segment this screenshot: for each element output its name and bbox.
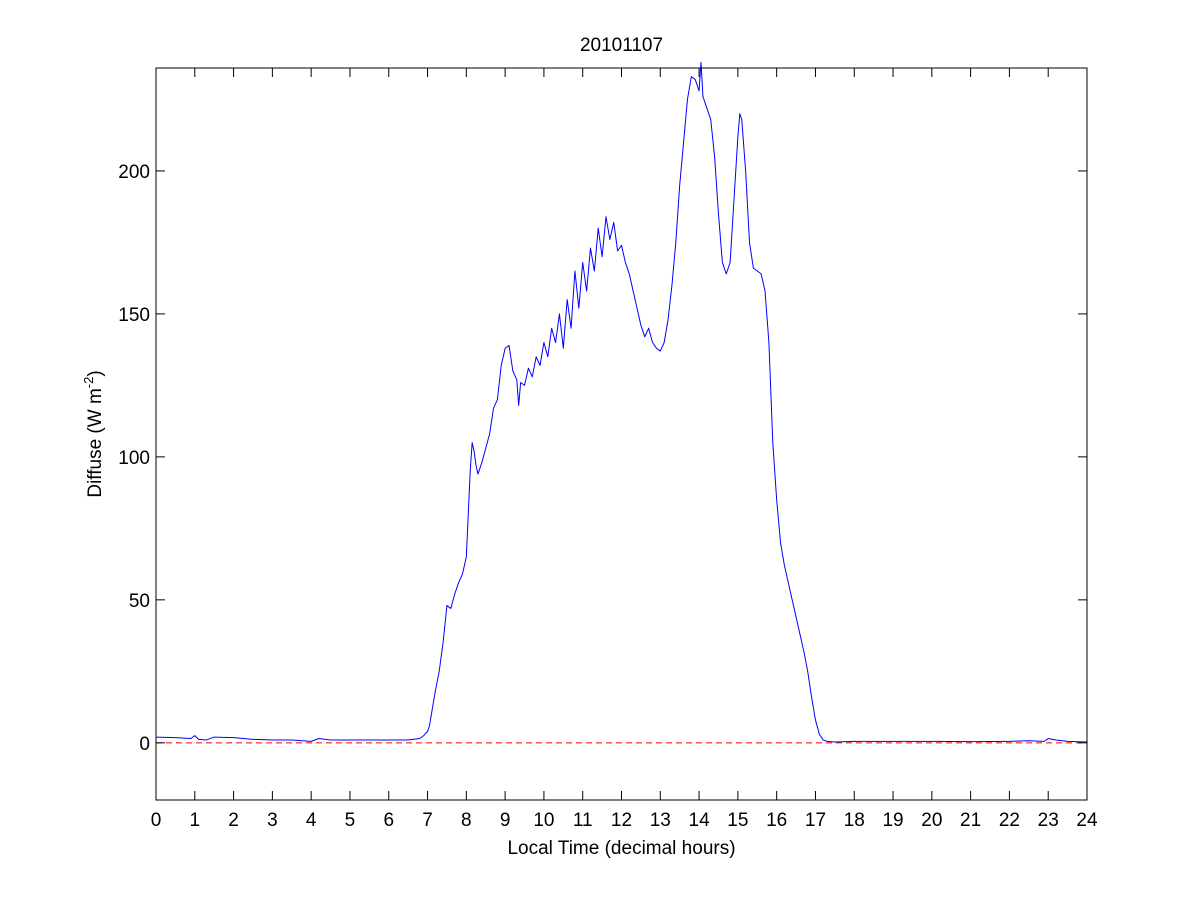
y-axis-label: Diffuse (W m-2) bbox=[81, 370, 106, 497]
x-tick-label: 11 bbox=[573, 810, 593, 831]
x-tick-label: 18 bbox=[844, 810, 865, 831]
x-tick-label: 6 bbox=[383, 810, 394, 831]
x-tick-label: 1 bbox=[190, 810, 201, 831]
x-tick-label: 2 bbox=[228, 810, 239, 831]
x-tick-label: 19 bbox=[882, 810, 903, 831]
x-tick-label: 15 bbox=[727, 810, 748, 831]
x-tick-label: 24 bbox=[1076, 810, 1098, 831]
x-tick-label: 10 bbox=[533, 810, 554, 831]
x-tick-label: 8 bbox=[461, 810, 472, 831]
y-tick-label: 200 bbox=[118, 162, 150, 183]
y-tick-label: 100 bbox=[118, 448, 150, 469]
plot-area bbox=[156, 68, 1087, 800]
x-axis-label: Local Time (decimal hours) bbox=[507, 838, 735, 859]
y-axis-label-close: ) bbox=[85, 370, 106, 376]
plot-frame bbox=[155, 67, 1088, 801]
y-tick-label: 0 bbox=[139, 734, 150, 755]
tick-layer: 0 1 2 3 4 5 6 7 8 9 10 11 12 13 14 15 16 17 18 19 20 21 22 23 24… bbox=[118, 68, 1098, 831]
x-tick-label: 12 bbox=[611, 810, 632, 831]
series-line-0 bbox=[155, 61, 1088, 743]
x-tick-label: 14 bbox=[689, 810, 711, 831]
y-axis-label-superscript: -2 bbox=[81, 377, 96, 389]
x-tick-label: 5 bbox=[345, 810, 356, 831]
x-tick-label: 4 bbox=[306, 810, 317, 831]
x-tick-label: 20 bbox=[921, 810, 942, 831]
x-tick-label: 0 bbox=[151, 810, 162, 831]
series-layer bbox=[155, 61, 1088, 744]
x-tick-label: 16 bbox=[766, 810, 787, 831]
x-tick-label: 7 bbox=[422, 810, 433, 831]
y-axis-label-main: Diffuse (W m bbox=[85, 388, 106, 497]
x-tick-label: 13 bbox=[650, 810, 671, 831]
x-tick-label: 21 bbox=[960, 810, 981, 831]
x-tick-label: 17 bbox=[805, 810, 826, 831]
y-tick-label: 50 bbox=[129, 591, 150, 612]
x-tick-label: 3 bbox=[267, 810, 278, 831]
y-tick-label: 150 bbox=[118, 305, 150, 326]
x-tick-label: 9 bbox=[500, 810, 511, 831]
x-tick-label: 23 bbox=[1038, 810, 1059, 831]
chart-title: 20101107 bbox=[580, 35, 663, 56]
x-tick-label: 22 bbox=[999, 810, 1020, 831]
